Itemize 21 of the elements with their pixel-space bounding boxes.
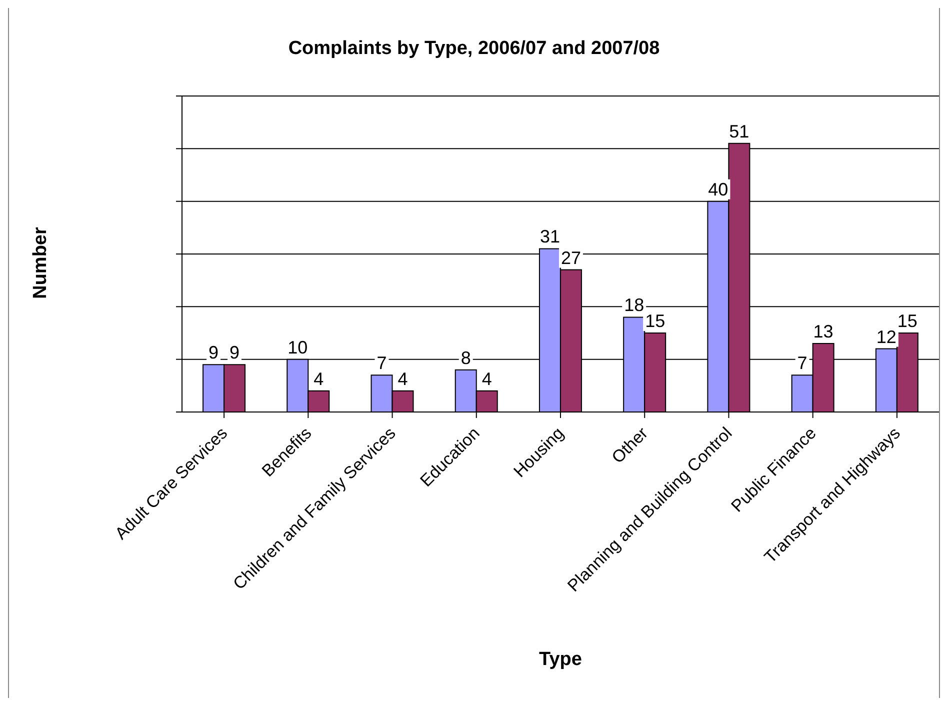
chart-title: Complaints by Type, 2006/07 and 2007/08 (287, 38, 661, 60)
data-label: 4 (314, 368, 324, 389)
y-axis-title: Number (30, 227, 52, 299)
data-label: 4 (482, 368, 492, 389)
data-label: 27 (560, 248, 581, 268)
data-label: 7 (797, 353, 808, 374)
x-axis-title: Type (538, 648, 583, 672)
data-label: 12 (876, 326, 896, 347)
data-label: 10 (288, 337, 308, 358)
data-label: 18 (624, 295, 644, 316)
data-label: 8 (460, 348, 471, 368)
data-label: 13 (813, 322, 834, 342)
data-label: 40 (708, 179, 728, 200)
data-label: 9 (208, 342, 219, 363)
data-label: 4 (398, 368, 408, 389)
data-label: 15 (645, 311, 666, 331)
data-label: 31 (540, 226, 560, 247)
data-label: 7 (376, 353, 387, 374)
data-label: 9 (230, 342, 240, 363)
data-label: 51 (729, 121, 750, 142)
data-label: 15 (897, 311, 918, 331)
